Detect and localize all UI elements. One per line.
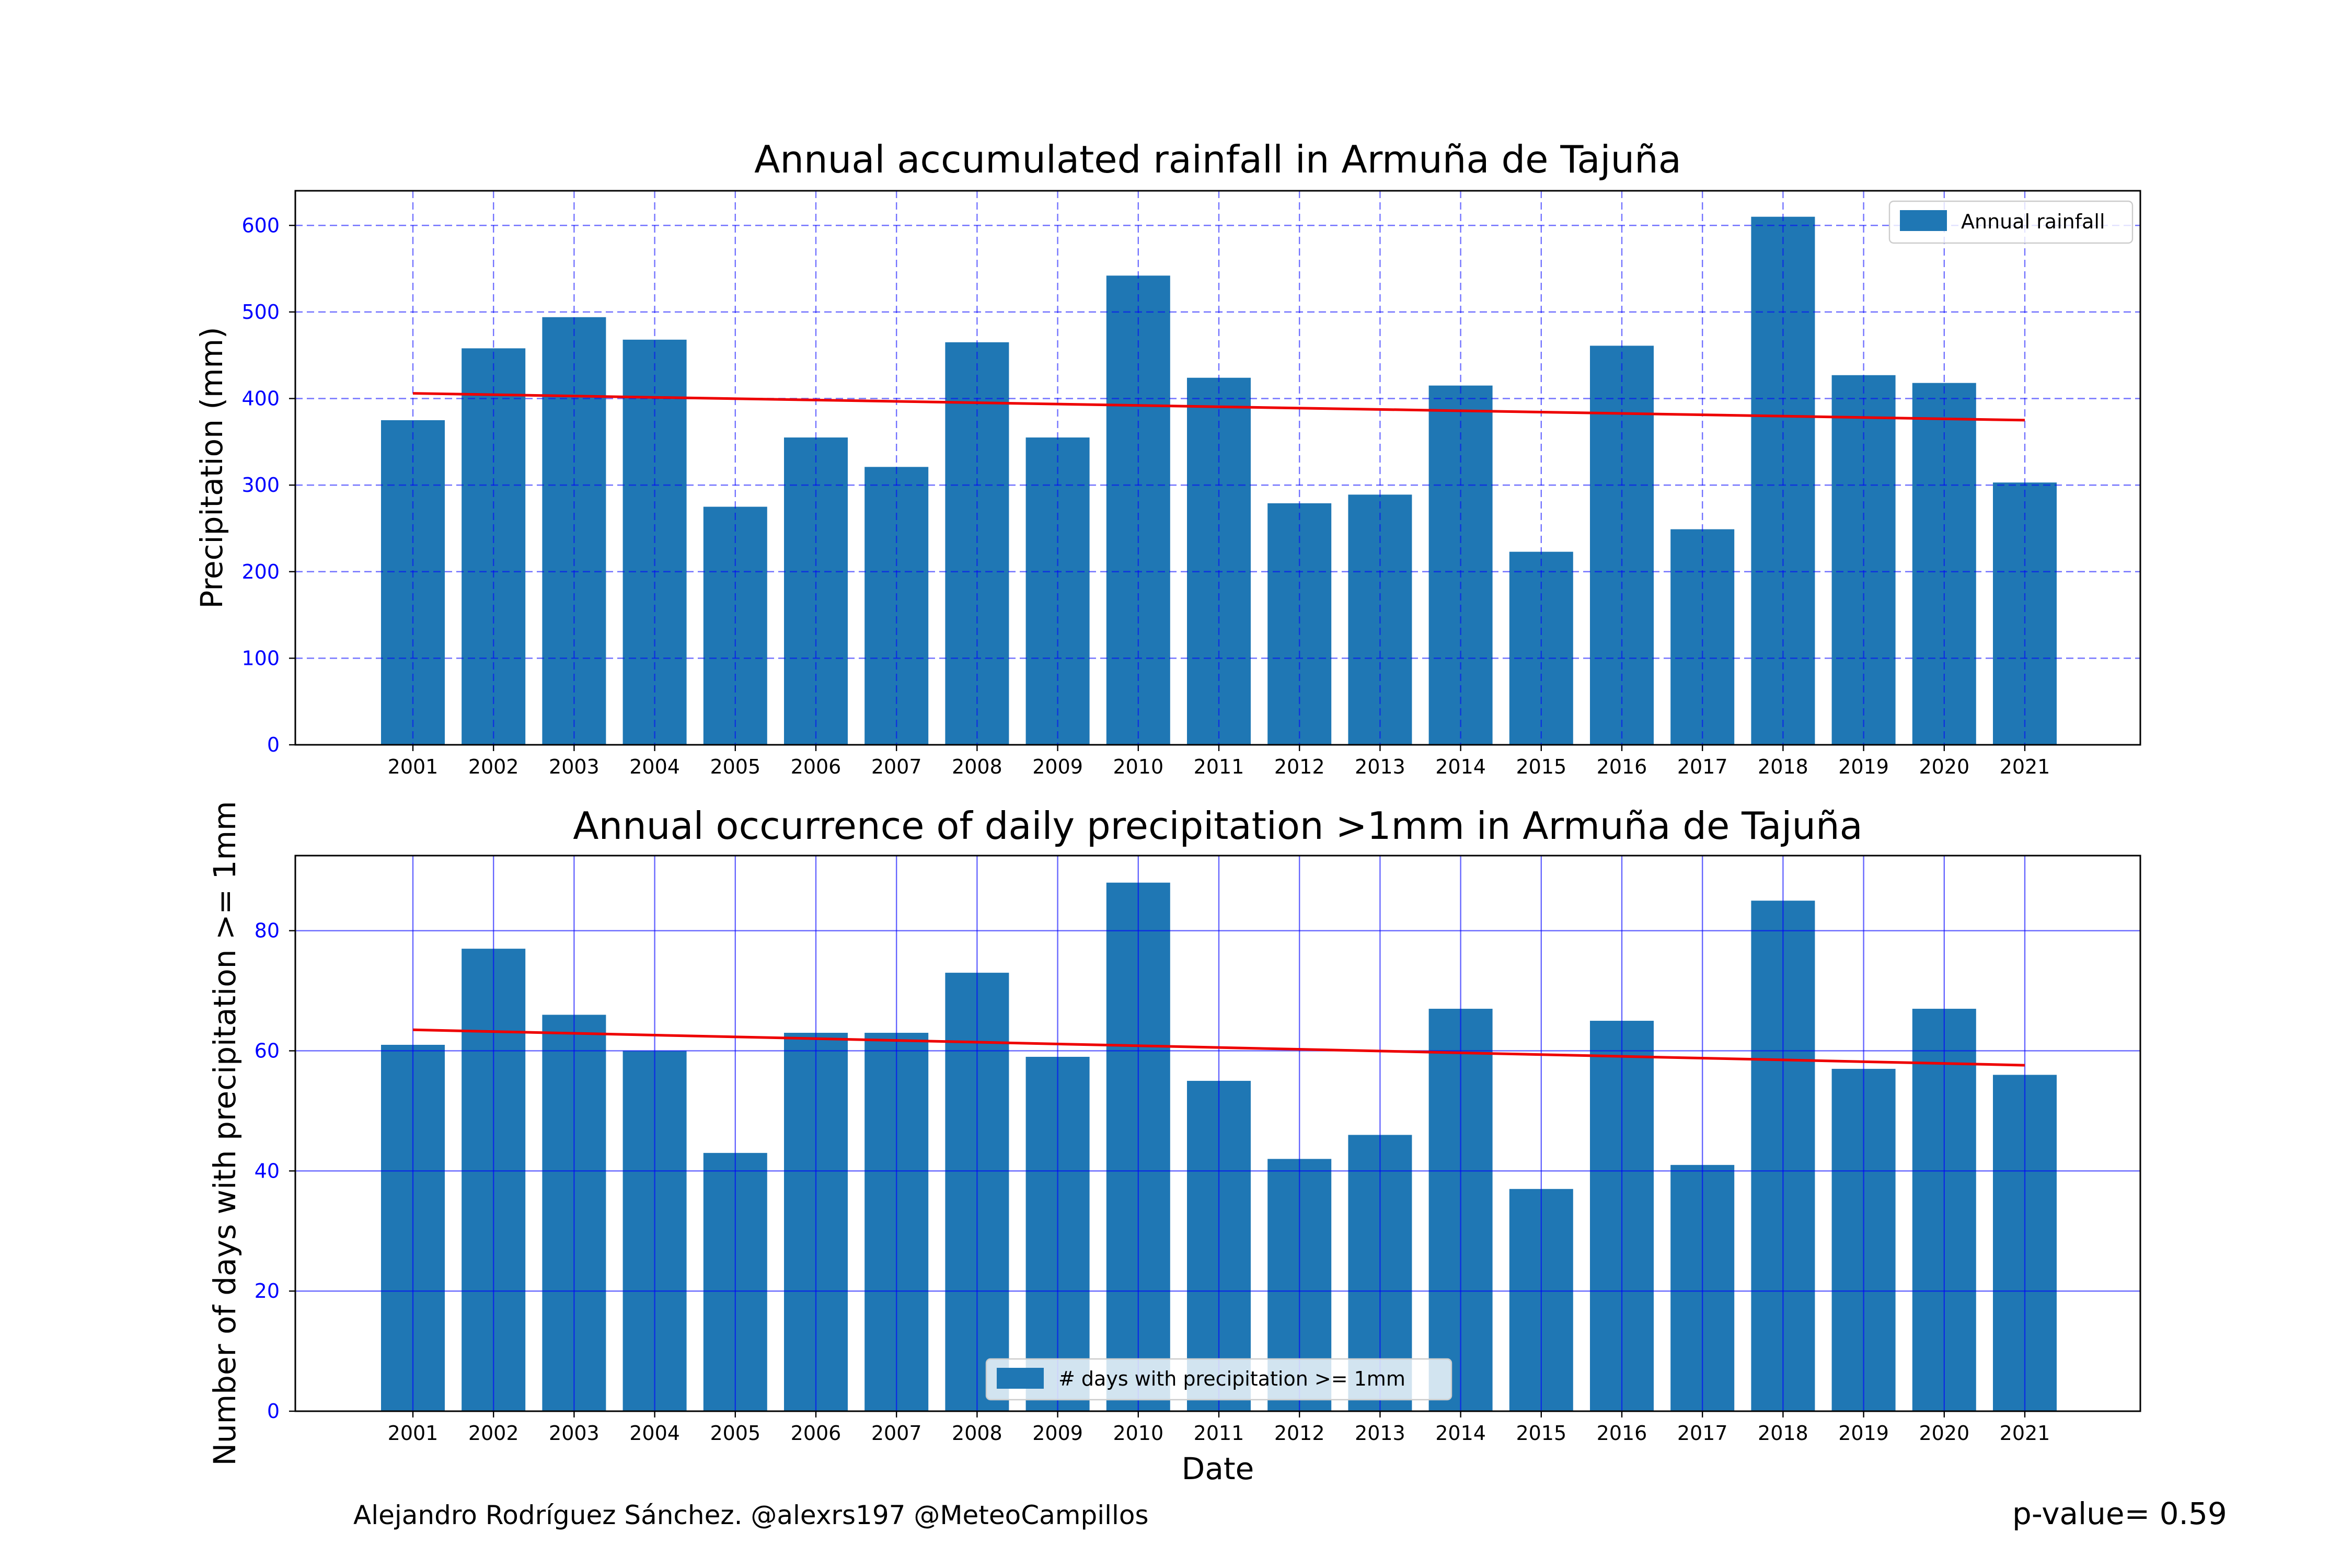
y-axis-label: Number of days with precipitation >= 1mm: [207, 801, 243, 1466]
axes-frame: [294, 855, 2141, 1412]
x-tick-label-2002: 2002: [468, 755, 519, 778]
x-tick-label-2009: 2009: [1032, 1422, 1083, 1445]
x-tick-label-2016: 2016: [1597, 1422, 1647, 1445]
x-tick-label-2019: 2019: [1838, 1422, 1889, 1445]
x-tick-label-2014: 2014: [1435, 1422, 1486, 1445]
legend-box: [1888, 200, 2134, 244]
x-tick-label-2003: 2003: [549, 755, 599, 778]
x-tick-label-2013: 2013: [1355, 1422, 1405, 1445]
x-axis-label: Date: [1182, 1451, 1254, 1486]
legend-swatch: [997, 1368, 1044, 1389]
y-tick-label: 500: [241, 301, 280, 324]
y-tick-label: 200: [241, 560, 280, 583]
legend-box: [985, 1358, 1452, 1401]
x-tick-label-2008: 2008: [952, 755, 1002, 778]
x-tick-label-2015: 2015: [1516, 1422, 1566, 1445]
x-tick-label-2020: 2020: [1919, 1422, 1969, 1445]
legend-swatch: [1900, 210, 1947, 231]
bar-2005: [703, 506, 767, 745]
x-tick-label-2004: 2004: [629, 1422, 680, 1445]
y-tick-label: 40: [255, 1159, 280, 1182]
x-tick-label-2021: 2021: [2000, 755, 2050, 778]
bar-2016: [1590, 345, 1654, 745]
x-tick-label-2010: 2010: [1113, 1422, 1163, 1445]
bar-2015: [1509, 551, 1573, 745]
y-tick-label: 80: [255, 919, 280, 942]
x-tick-label-2021: 2021: [2000, 1422, 2050, 1445]
bar-2021: [1993, 482, 2057, 745]
x-tick-label-2011: 2011: [1194, 755, 1244, 778]
chart-title: Annual accumulated rainfall in Armuña de…: [754, 137, 1681, 181]
x-tick-label-2018: 2018: [1758, 1422, 1808, 1445]
x-tick-label-2020: 2020: [1919, 755, 1969, 778]
legend-label: # days with precipitation >= 1mm: [1058, 1367, 1405, 1390]
x-tick-label-2013: 2013: [1355, 755, 1405, 778]
x-tick-label-2012: 2012: [1274, 755, 1325, 778]
axes-frame: [294, 190, 2141, 746]
bar-2009: [1025, 437, 1090, 745]
y-tick-label: 400: [241, 387, 280, 410]
x-tick-label-2005: 2005: [710, 1422, 760, 1445]
credit-text: Alejandro Rodríguez Sánchez. @alexrs197 …: [353, 1500, 1149, 1530]
x-tick-label-2016: 2016: [1597, 755, 1647, 778]
trend-line: [412, 1028, 2025, 1067]
x-tick-label-2007: 2007: [871, 1422, 922, 1445]
legend-label: Annual rainfall: [1961, 210, 2105, 233]
y-tick-label: 0: [267, 733, 280, 756]
x-tick-label-2004: 2004: [629, 755, 680, 778]
x-tick-label-2006: 2006: [791, 755, 841, 778]
y-tick-label: 0: [267, 1400, 280, 1423]
chart-2: 0 20 40 60 80 2001 2002 2003 2004 2005 2006 2007 200…: [207, 801, 2141, 1486]
y-tick-label: 100: [241, 647, 280, 670]
x-tick-label-2008: 2008: [952, 1422, 1002, 1445]
x-tick-label-2019: 2019: [1838, 755, 1889, 778]
x-tick-label-2009: 2009: [1032, 755, 1083, 778]
y-tick-label: 20: [255, 1279, 280, 1302]
x-tick-label-2014: 2014: [1435, 755, 1486, 778]
x-tick-label-2010: 2010: [1113, 755, 1163, 778]
chart-1: 0 100 200 300 400 500 600 2001 2002 2003 2004 2005 2…: [194, 137, 2141, 778]
x-tick-label-2012: 2012: [1274, 1422, 1325, 1445]
y-tick-label: 60: [255, 1039, 280, 1062]
legend: # days with precipitation >= 1mm: [985, 1358, 1452, 1401]
bar-2012: [1267, 503, 1332, 745]
legend: Annual rainfall: [1888, 200, 2134, 244]
x-tick-label-2011: 2011: [1194, 1422, 1244, 1445]
trend-line: [412, 392, 2025, 422]
x-tick-label-2015: 2015: [1516, 755, 1566, 778]
x-tick-label-2007: 2007: [871, 755, 922, 778]
bar-2006: [784, 437, 848, 745]
y-tick-label: 600: [241, 214, 280, 237]
x-tick-label-2018: 2018: [1758, 755, 1808, 778]
x-tick-label-2001: 2001: [388, 755, 439, 778]
x-tick-label-2001: 2001: [388, 1422, 439, 1445]
x-tick-label-2017: 2017: [1677, 1422, 1728, 1445]
y-axis-label: Precipitation (mm): [194, 327, 229, 608]
x-tick-label-2005: 2005: [710, 755, 760, 778]
x-tick-label-2017: 2017: [1677, 755, 1728, 778]
chart-title: Annual occurrence of daily precipitation…: [573, 804, 1862, 848]
x-tick-label-2006: 2006: [791, 1422, 841, 1445]
x-tick-label-2002: 2002: [468, 1422, 519, 1445]
x-tick-label-2003: 2003: [549, 1422, 599, 1445]
y-tick-label: 300: [241, 474, 280, 497]
pvalue-text: p-value= 0.59: [2012, 1496, 2227, 1531]
